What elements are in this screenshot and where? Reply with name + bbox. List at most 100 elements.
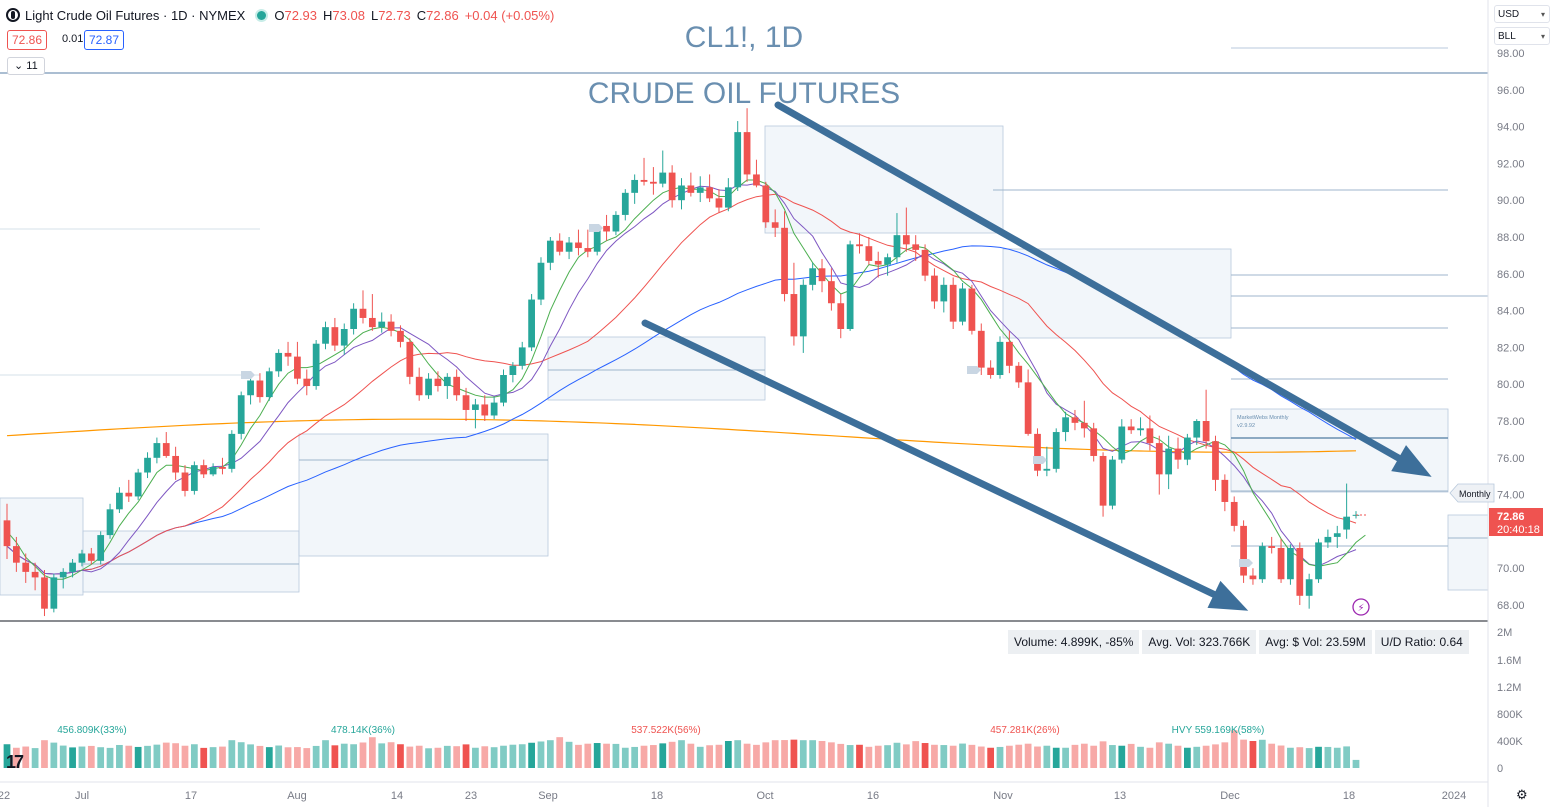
zone-box [1447, 514, 1489, 591]
zone-box [547, 336, 766, 401]
volume-bar [734, 740, 742, 768]
horizontal-levels: MarketWebs Monthly v2.9.92 [0, 47, 1488, 565]
candle-body [856, 244, 863, 247]
volume-bar [462, 744, 470, 768]
volume-bar [753, 744, 760, 768]
symbol-title[interactable]: Light Crude Oil Futures · 1D · NYMEX [25, 7, 246, 23]
candle-body [256, 380, 264, 398]
time-tick: Oct [756, 790, 773, 802]
volume-bar [434, 747, 442, 768]
candle-body [284, 352, 292, 357]
gear-icon[interactable]: ⚙ [1516, 787, 1528, 802]
volume-peak-label: 457.281K(26%) [990, 725, 1060, 736]
marketwebs-label: MarketWebs Monthly [1237, 415, 1289, 421]
candle-body [1287, 547, 1294, 580]
volume-bar [1043, 745, 1051, 768]
volume-bar [743, 743, 751, 768]
candle-body [715, 198, 723, 208]
candle-body [134, 472, 142, 497]
volume-bar [687, 743, 695, 768]
flag-marker-icon [1033, 456, 1047, 464]
sell-button[interactable]: 72.86 [7, 30, 48, 50]
candlesticks [3, 108, 1360, 617]
volume-bar [490, 747, 498, 768]
volume-bar [406, 746, 414, 768]
price-tick: 96.00 [1497, 85, 1525, 97]
volume-bar [1118, 745, 1126, 768]
candle-body [593, 225, 601, 252]
event-marker-icon [1352, 598, 1370, 616]
volume-bar [22, 746, 30, 768]
volume-bar [265, 747, 273, 768]
volume-bar [884, 745, 891, 768]
ohlc-close: C72.86 [416, 7, 459, 23]
candle-body [209, 467, 217, 475]
volume-bar [340, 743, 348, 768]
symbol-logo-icon [6, 8, 20, 22]
volume-bar [696, 746, 704, 768]
volume-bar [41, 740, 48, 768]
candle-body [200, 465, 208, 475]
chevron-down-icon: ⌄ [14, 60, 24, 72]
ma-20-line [6, 193, 1357, 575]
zone-box [764, 125, 1004, 234]
market-status-icon [257, 10, 267, 20]
volume-tick: 400K [1497, 736, 1523, 748]
volume-bar [303, 748, 311, 768]
candle-body [921, 249, 929, 276]
volume-bar [678, 740, 685, 768]
volume-bar [397, 744, 404, 768]
candle-body [359, 308, 367, 318]
price-tick: 86.00 [1497, 269, 1525, 281]
candle-body [931, 275, 938, 302]
candle-body [1249, 575, 1257, 580]
candle-body [247, 380, 254, 396]
candle-body [415, 376, 423, 396]
candle-body [1090, 428, 1098, 456]
time-tick: Sep [538, 790, 558, 802]
zone-box [82, 530, 300, 593]
chevron-down-icon: ▾ [1540, 10, 1545, 19]
indicators-toggle-button[interactable]: ⌄ 11 [7, 57, 45, 75]
candle-body [1212, 441, 1219, 480]
source-select[interactable]: BLL ▾ [1494, 27, 1550, 45]
price-tick: 92.00 [1497, 158, 1525, 170]
volume-bar [1315, 746, 1322, 768]
volume-bar [612, 743, 620, 768]
candle-body [453, 376, 461, 396]
stat-ud-ratio: U/D Ratio: 0.64 [1374, 630, 1469, 654]
price-tick: 98.00 [1497, 48, 1525, 60]
volume-bar [322, 740, 329, 768]
candle-body [818, 268, 826, 282]
volume-bar [902, 744, 910, 768]
volume-bar [809, 740, 817, 768]
candle-body [1333, 533, 1341, 537]
zone-box [298, 433, 549, 557]
candle-body [41, 577, 48, 609]
tradingview-logo[interactable]: 17 [6, 752, 24, 772]
volume-bar [912, 741, 920, 768]
currency-select[interactable]: USD ▾ [1494, 5, 1550, 23]
time-tick: Dec [1220, 790, 1240, 802]
candle-body [125, 492, 133, 497]
volume-bar [1109, 745, 1116, 768]
volume-bar [1221, 742, 1229, 768]
candle-body [959, 288, 966, 322]
candle-body [537, 262, 545, 300]
volume-bar [565, 741, 573, 768]
candle-body [565, 242, 573, 252]
candle-body [500, 375, 507, 403]
indicators-count: 11 [26, 60, 38, 72]
buy-button[interactable]: 72.87 [84, 30, 125, 50]
candle-body [190, 465, 198, 491]
candle-body [397, 330, 404, 342]
spread-value: 0.01 [62, 33, 84, 45]
volume-bar [640, 745, 648, 768]
volume-bar [715, 744, 723, 768]
candle-body [1268, 546, 1276, 548]
candle-body [1202, 421, 1210, 442]
volume-bar [987, 747, 995, 768]
volume-bar [837, 743, 845, 768]
